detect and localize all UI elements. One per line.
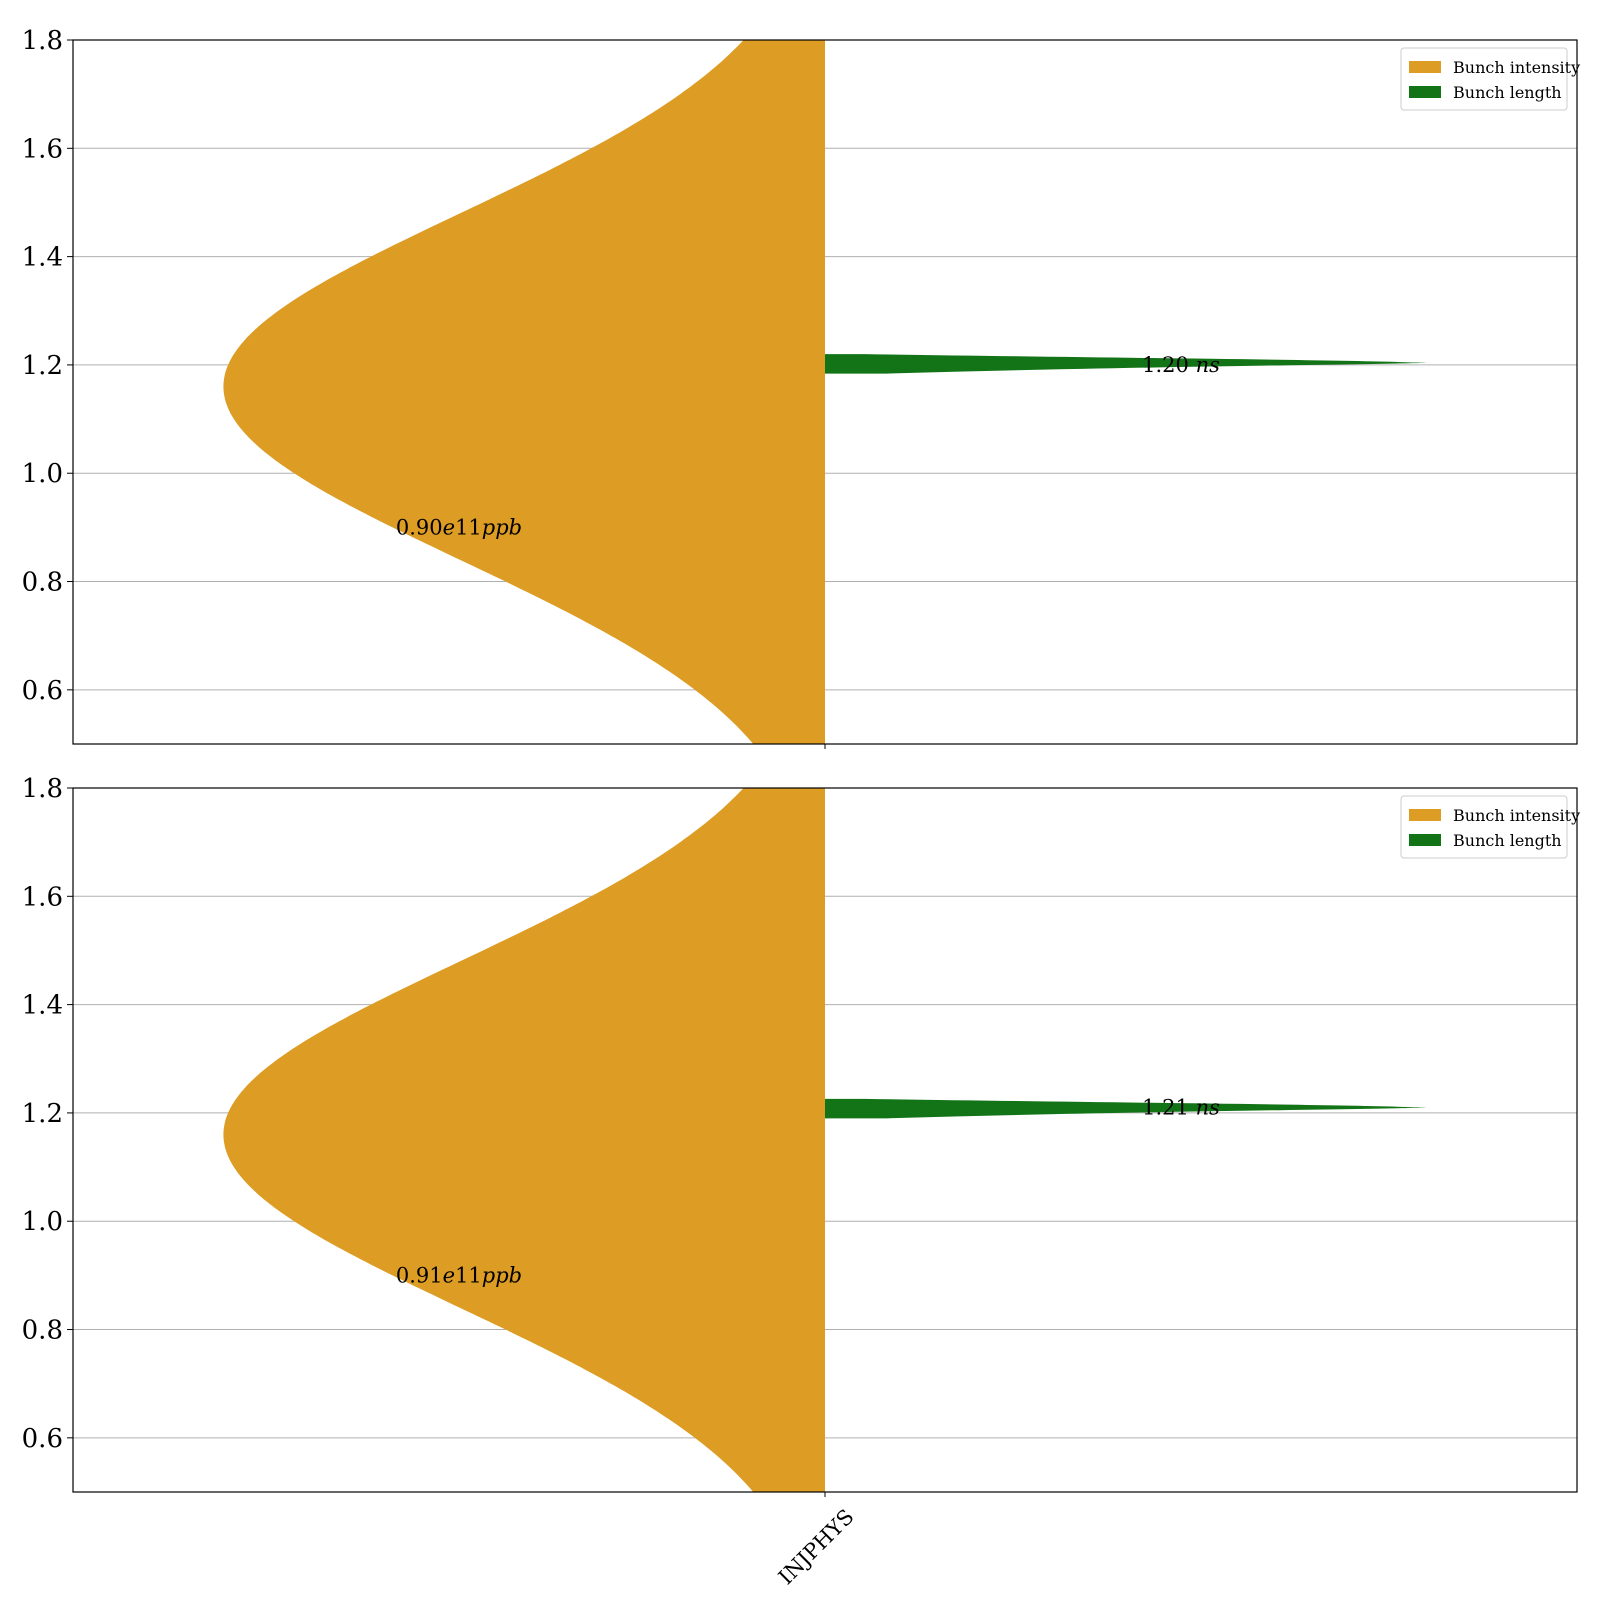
y-tick-label: 1.2 bbox=[22, 351, 63, 381]
y-tick-label: 1.4 bbox=[22, 243, 63, 273]
y-tick-label: 1.4 bbox=[22, 991, 63, 1021]
legend-swatch bbox=[1409, 809, 1441, 821]
chart-panel-2: 0.6 0.8 1.0 1.2 1.4 1.6 1.8 0.91e11ppb 1.21 ns IN… bbox=[22, 774, 1581, 1590]
y-tick-label: 0.8 bbox=[22, 568, 63, 598]
y-tick-label: 0.6 bbox=[22, 1424, 63, 1454]
y-tick-label: 1.8 bbox=[22, 26, 63, 56]
y-tick-label: 1.6 bbox=[22, 134, 63, 164]
legend-box bbox=[1400, 47, 1568, 111]
legend-swatch bbox=[1409, 61, 1441, 73]
legend-swatch bbox=[1409, 86, 1441, 98]
annotation-bunch-length: 1.21 ns bbox=[1142, 1096, 1220, 1120]
legend: Bunch intensity Bunch length bbox=[1400, 795, 1580, 859]
annotation-bunch-intensity: 0.90e11ppb bbox=[396, 515, 522, 539]
y-tick-label: 1.0 bbox=[22, 459, 63, 489]
legend-label: Bunch length bbox=[1453, 83, 1562, 102]
violin-bunch-intensity bbox=[223, 40, 825, 744]
y-tick-label: 0.6 bbox=[22, 676, 63, 706]
annotation-bunch-length: 1.20 ns bbox=[1142, 353, 1220, 377]
legend-box bbox=[1400, 795, 1568, 859]
x-tick-label: INJPHYS bbox=[774, 1505, 859, 1590]
annotation-bunch-intensity: 0.91e11ppb bbox=[396, 1263, 522, 1287]
plot-area: 0.91e11ppb 1.21 ns bbox=[223, 788, 1427, 1492]
y-tick-label: 0.8 bbox=[22, 1316, 63, 1346]
violin-bunch-length bbox=[825, 354, 1427, 374]
legend-swatch bbox=[1409, 834, 1441, 846]
legend: Bunch intensity Bunch length bbox=[1400, 47, 1580, 111]
y-tick-label: 1.6 bbox=[22, 882, 63, 912]
legend-label: Bunch length bbox=[1453, 831, 1562, 850]
legend-label: Bunch intensity bbox=[1453, 58, 1580, 77]
y-tick-label: 1.8 bbox=[22, 774, 63, 804]
legend-label: Bunch intensity bbox=[1453, 806, 1580, 825]
y-tick-label: 1.0 bbox=[22, 1207, 63, 1237]
chart-panel-1: 0.6 0.8 1.0 1.2 1.4 1.6 1.8 0.90e11ppb 1.20 ns Bu… bbox=[22, 26, 1580, 749]
violin-bunch-intensity bbox=[223, 788, 825, 1492]
violin-bunch-length bbox=[825, 1098, 1427, 1119]
plot-area: 0.90e11ppb 1.20 ns bbox=[223, 40, 1427, 744]
y-tick-label: 1.2 bbox=[22, 1099, 63, 1129]
